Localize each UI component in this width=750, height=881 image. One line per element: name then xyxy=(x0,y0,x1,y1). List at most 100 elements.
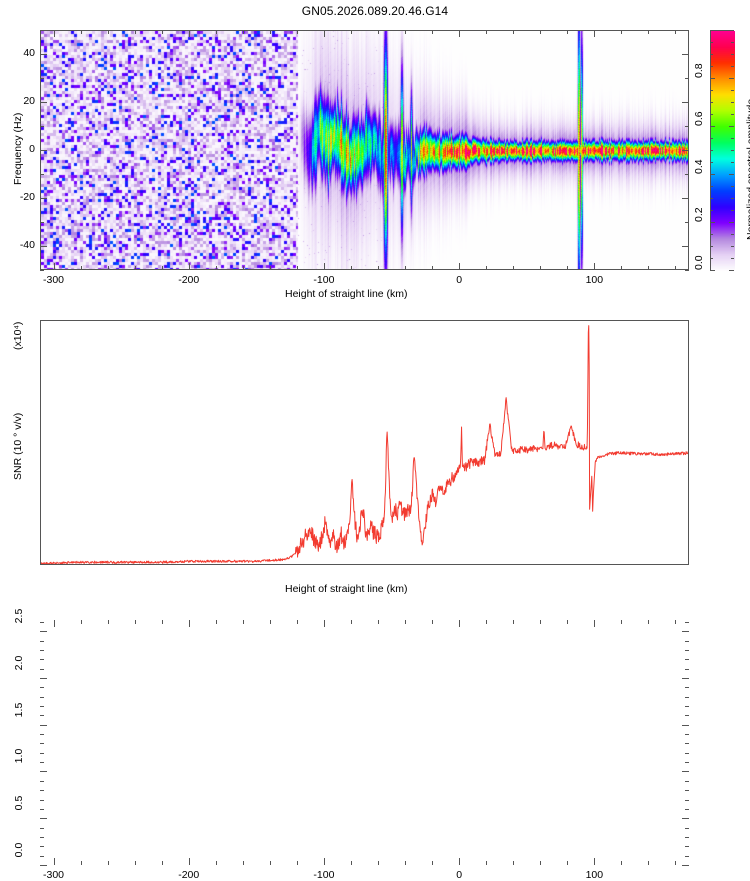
snr-xtick-minor xyxy=(107,861,109,865)
spectrogram-xtick-minor-top xyxy=(432,30,434,34)
colorbar-tick-minor xyxy=(710,210,713,211)
spectrogram-xtick-minor xyxy=(350,266,352,270)
snr-ytick xyxy=(40,677,47,679)
colorbar-tick-minor xyxy=(710,246,713,247)
snr-xtick-minor xyxy=(405,861,407,865)
snr-ytick-minor-right xyxy=(685,855,689,857)
snr-xlabel: Height of straight line (km) xyxy=(285,583,408,595)
snr-xtick-minor-top xyxy=(621,620,623,624)
colorbar-ticklabel: 0.2 xyxy=(693,207,705,222)
colorbar-tick-minor xyxy=(710,114,713,115)
colorbar-tick-minor-right xyxy=(731,66,734,67)
spectrogram-xtick-minor xyxy=(215,266,217,270)
snr-ytick-right xyxy=(682,677,689,679)
snr-xticklabel: 100 xyxy=(585,869,604,881)
snr-xtick-top xyxy=(323,620,325,627)
snr-ytick-right xyxy=(682,818,689,820)
snr-ytick-minor xyxy=(40,640,44,642)
snr-xtick-minor-top xyxy=(648,620,650,624)
snr-ytick-minor xyxy=(40,743,44,745)
colorbar-gradient[interactable] xyxy=(710,30,735,271)
snr-ytick-minor-right xyxy=(685,780,689,782)
spectrogram-ytick xyxy=(40,54,47,55)
colorbar-ticklabel: 0.0 xyxy=(693,255,705,270)
snr-trace xyxy=(41,325,688,564)
spectrogram-ytick-minor xyxy=(40,222,44,223)
spectrogram-xtick-minor-top xyxy=(513,30,515,34)
spectrogram-xtick-minor-top xyxy=(80,30,82,34)
snr-ytick-minor xyxy=(40,649,44,651)
spectrogram-ytick-minor-right xyxy=(685,78,689,79)
colorbar-tick-minor-right xyxy=(731,102,734,103)
snr-xtick xyxy=(323,858,325,865)
snr-xtick-minor xyxy=(513,861,515,865)
spectrogram-ytick-right xyxy=(682,198,689,199)
spectrogram-xticklabel: -100 xyxy=(313,274,335,286)
colorbar-tick-minor-right xyxy=(731,114,734,115)
snr-xtick-top xyxy=(459,620,461,627)
snr-ytick-minor xyxy=(40,752,44,754)
colorbar-tick-minor xyxy=(710,186,713,187)
snr-ytick-minor xyxy=(40,799,44,801)
snr-xtick-minor xyxy=(621,861,623,865)
colorbar-tick-minor-right xyxy=(731,162,734,163)
snr-ytick-right xyxy=(682,865,689,866)
spectrogram-ytick-minor-right xyxy=(685,270,689,271)
spectrogram-ytick-right xyxy=(682,246,689,247)
snr-xtick-minor-top xyxy=(242,620,244,624)
snr-xtick-minor-top xyxy=(432,620,434,624)
snr-xtick xyxy=(53,858,55,865)
colorbar-tick-minor-right xyxy=(731,78,734,79)
spectrogram-ytick-minor xyxy=(40,78,44,79)
spectrogram-xtick xyxy=(188,263,190,270)
colorbar-tick-minor xyxy=(710,102,713,103)
snr-ytick-right xyxy=(682,631,689,633)
spectrogram-xlabel: Height of straight line (km) xyxy=(285,288,408,300)
snr-ytick-right xyxy=(682,724,689,726)
spectrogram-xtick-minor-top xyxy=(567,30,569,34)
spectrogram-xtick-minor-top xyxy=(675,30,677,34)
colorbar-tick-minor xyxy=(710,66,713,67)
spectrogram-xtick-minor xyxy=(405,266,407,270)
spectrogram-yticklabel: 20 xyxy=(23,95,35,107)
snr-yticklabel: 1.0 xyxy=(13,749,25,764)
spectrogram-xtick-minor xyxy=(107,266,109,270)
snr-xtick-minor-top xyxy=(675,620,677,624)
spectrogram-ytick-right xyxy=(682,54,689,55)
snr-ytick-minor xyxy=(40,668,44,670)
colorbar-tick-minor-right xyxy=(731,42,734,43)
snr-xtick-minor-top xyxy=(269,620,271,624)
spectrogram-yticklabel: -20 xyxy=(19,191,35,203)
spectrogram-xtick-minor-top xyxy=(648,30,650,34)
snr-ytick-minor-right xyxy=(685,743,689,745)
snr-ytick-minor-right xyxy=(685,715,689,717)
spectrogram-xtick-minor xyxy=(675,266,677,270)
snr-ytick-minor-right xyxy=(685,706,689,708)
colorbar-tick-minor-right xyxy=(731,198,734,199)
snr-ytick-minor-right xyxy=(685,752,689,754)
spectrogram-panel: -300 -200 -100 0 100 40 20 0 -20 -40 Height of st… xyxy=(0,0,750,300)
snr-ytick-minor xyxy=(40,790,44,792)
spectrogram-xtick-minor-top xyxy=(350,30,352,34)
snr-ytick-right xyxy=(682,771,689,773)
snr-plot-area[interactable] xyxy=(40,320,689,565)
spectrogram-xtick-minor-top xyxy=(378,30,380,34)
colorbar-tick-minor xyxy=(710,30,713,31)
snr-ytick-minor-right xyxy=(685,668,689,670)
snr-ytick-minor-right xyxy=(685,836,689,838)
snr-xtick-minor-top xyxy=(540,620,542,624)
snr-ytick-minor-right xyxy=(685,799,689,801)
spectrogram-ytick xyxy=(40,246,47,247)
colorbar-tick-minor xyxy=(710,90,713,91)
colorbar-tick-minor xyxy=(710,150,713,151)
spectrogram-ytick-minor-right xyxy=(685,174,689,175)
snr-xtick-minor xyxy=(486,861,488,865)
colorbar-ticklabel: 0.6 xyxy=(693,111,705,126)
snr-xticklabel: -100 xyxy=(313,869,335,881)
snr-yticklabel: 2.0 xyxy=(13,655,25,671)
colorbar-tick-minor-right xyxy=(731,90,734,91)
spectrogram-plot-area[interactable] xyxy=(40,30,689,270)
snr-ytick-minor xyxy=(40,715,44,717)
spectrogram-xticklabel: -300 xyxy=(43,274,65,286)
figure-title: GN05.2026.089.20.46.G14 xyxy=(301,4,449,18)
